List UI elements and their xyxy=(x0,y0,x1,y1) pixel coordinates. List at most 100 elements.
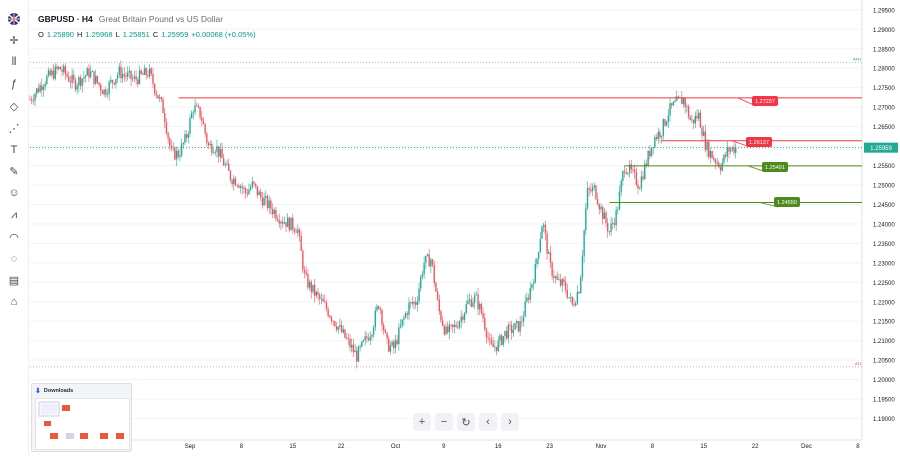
zoom-in-button[interactable]: + xyxy=(413,413,431,431)
fx-icon[interactable]: ƒ xyxy=(10,78,18,91)
candle-body xyxy=(229,170,232,181)
reset-chart-button[interactable]: ↻ xyxy=(457,413,475,431)
candle-body xyxy=(145,68,147,76)
candle-body xyxy=(305,272,307,275)
clipboard-icon[interactable]: ▤ xyxy=(8,275,20,288)
scroll-back-button[interactable]: ‹ xyxy=(479,413,497,431)
candle-body xyxy=(600,206,602,210)
flag-icon[interactable] xyxy=(4,10,24,28)
candle-body xyxy=(507,324,510,339)
candle-body xyxy=(691,119,693,121)
candle-body xyxy=(233,178,235,185)
downloads-panel[interactable]: ⬇ Downloads xyxy=(31,383,132,452)
current-price-label: 1.25959 xyxy=(870,146,892,152)
candle-body xyxy=(231,180,233,185)
scroll-forward-button[interactable]: › xyxy=(501,413,519,431)
text-icon[interactable]: T xyxy=(10,143,18,156)
candle-body xyxy=(108,81,110,95)
candle-body xyxy=(329,315,331,318)
candle-body xyxy=(534,264,536,283)
candle-body xyxy=(485,329,488,338)
zoom-out-button[interactable]: − xyxy=(435,413,453,431)
candle-body xyxy=(635,172,638,185)
candle-body xyxy=(273,210,275,215)
candle-body xyxy=(179,155,181,157)
pattern-icon[interactable]: ⩘ xyxy=(10,208,18,221)
candle-body xyxy=(630,164,632,170)
ohlc-key: H xyxy=(76,30,83,39)
y-tick-label: 1.26500 xyxy=(873,125,895,131)
candle-body xyxy=(500,335,503,345)
candle-body xyxy=(445,326,447,335)
ohlc-value: +0.00068 (+0.05%) xyxy=(191,30,256,39)
magnet-icon[interactable]: ◠ xyxy=(9,231,19,244)
candle-body xyxy=(610,223,612,232)
candle-body xyxy=(359,346,361,348)
candle-body xyxy=(601,206,604,219)
bar-style-icon[interactable]: ⫴ xyxy=(11,56,17,69)
chart-navigation: + − ↻ ‹ › xyxy=(413,413,519,431)
candle-body xyxy=(51,70,53,76)
candle-body xyxy=(86,68,88,76)
symbol-label[interactable]: GBPUSD · H4 xyxy=(38,14,93,24)
candle-body xyxy=(460,316,462,322)
candle-body xyxy=(669,103,671,116)
candle-body xyxy=(531,284,533,288)
brush-icon[interactable]: ✎ xyxy=(9,166,19,179)
node-icon[interactable]: ◇ xyxy=(9,100,19,113)
candle-body xyxy=(236,185,238,187)
candle-body xyxy=(509,324,511,326)
candle-body xyxy=(201,117,203,121)
y-tick-label: 1.29500 xyxy=(873,8,895,14)
candle-body xyxy=(211,143,213,153)
candle-body xyxy=(735,147,737,153)
candle-body xyxy=(647,151,649,166)
candle-body xyxy=(68,76,70,82)
crosshair-icon[interactable]: ✛ xyxy=(9,35,19,48)
downloads-thumbnail xyxy=(35,398,130,450)
ohlc-value: 1.25968 xyxy=(85,30,113,39)
candle-body xyxy=(347,338,350,340)
candle-body xyxy=(674,100,676,102)
x-tick-label: 9 xyxy=(442,444,446,450)
candle-body xyxy=(618,191,621,210)
candle-body xyxy=(697,112,700,119)
candle-body xyxy=(61,69,63,72)
candle-body xyxy=(489,338,491,340)
candle-body xyxy=(221,148,223,159)
candle-body xyxy=(490,339,493,344)
y-tick-label: 1.20000 xyxy=(873,378,895,384)
candle-body xyxy=(650,147,653,157)
candle-body xyxy=(278,220,280,224)
house-icon[interactable]: ⌂ xyxy=(10,296,18,309)
candle-body xyxy=(372,327,375,336)
candle-body xyxy=(556,276,558,280)
candle-body xyxy=(580,277,582,294)
y-tick-label: 1.24000 xyxy=(873,222,895,228)
candle-body xyxy=(206,133,208,143)
candle-body xyxy=(180,143,183,156)
candle-body xyxy=(468,299,471,301)
candle-body xyxy=(292,217,294,230)
candle-body xyxy=(115,79,117,85)
emoji-icon[interactable]: ☺ xyxy=(8,187,20,200)
candle-body xyxy=(174,147,176,160)
hide-icon[interactable]: ◌ xyxy=(10,252,18,265)
y-tick-label: 1.28500 xyxy=(873,47,895,53)
fib-icon[interactable]: ⋰ xyxy=(8,122,20,135)
candle-body xyxy=(194,105,196,113)
candle-body xyxy=(293,229,296,232)
candle-body xyxy=(101,90,104,95)
level-price-label: 1.26137 xyxy=(749,140,769,146)
candle-body xyxy=(84,75,87,78)
candle-body xyxy=(246,193,248,195)
candle-body xyxy=(196,105,198,107)
candle-body xyxy=(111,80,114,83)
symbol-description: Great Britain Pound vs US Dollar xyxy=(98,14,224,24)
candle-body xyxy=(381,310,383,326)
candle-body xyxy=(315,291,318,296)
level-price-pill xyxy=(752,96,778,106)
candle-body xyxy=(687,106,690,118)
candle-body xyxy=(566,289,568,298)
